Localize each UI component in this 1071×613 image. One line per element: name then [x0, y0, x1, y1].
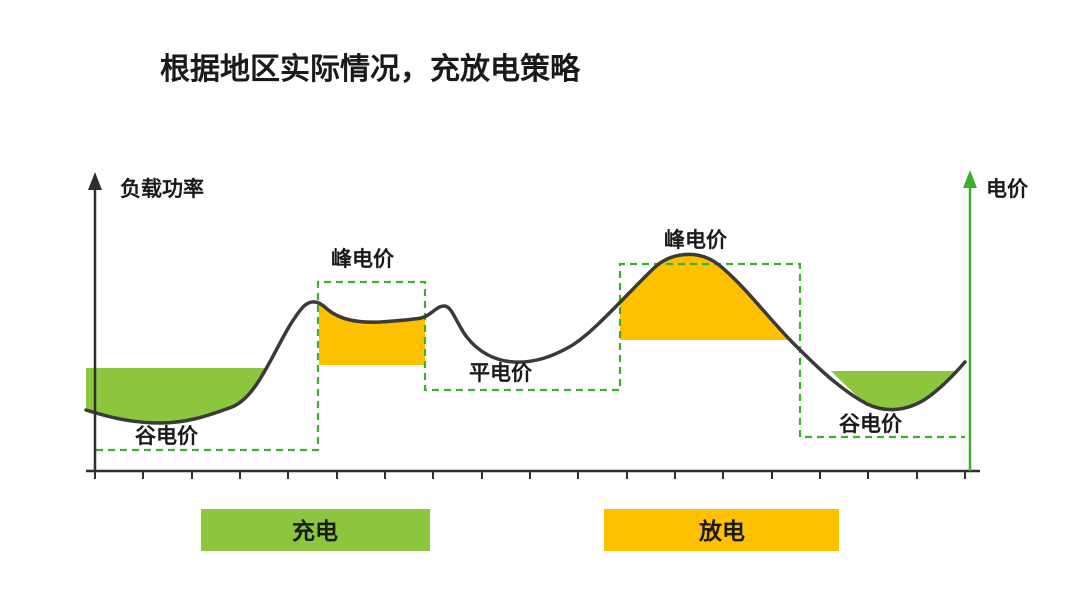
flat-price-label: 平电价 [469, 362, 533, 385]
legend-discharge-swatch [604, 509, 839, 551]
x-axis-ticks [94, 471, 966, 479]
right-axis-arrow-icon [963, 170, 977, 188]
discharge-area-left [319, 303, 425, 365]
left-axis-arrow-icon [88, 172, 102, 190]
peak-price-label-right: 峰电价 [664, 228, 728, 252]
valley-price-label-right: 谷电价 [839, 413, 903, 436]
legend-charge-swatch [201, 509, 430, 551]
page-title: 根据地区实际情况，充放电策略 [160, 52, 581, 86]
right-axis-label: 电价 [986, 178, 1029, 201]
peak-price-label-left: 峰电价 [331, 247, 395, 271]
discharge-area-right [620, 254, 788, 340]
legend: 充电 放电 [201, 509, 839, 551]
price-step-line [96, 262, 965, 452]
load-power-curve [84, 252, 967, 425]
valley-price-label-left: 谷电价 [135, 425, 199, 448]
legend-charge-label: 充电 [292, 518, 338, 544]
charge-area-left [86, 368, 266, 423]
left-axis-label: 负载功率 [120, 177, 204, 201]
legend-discharge-label: 放电 [698, 518, 745, 544]
